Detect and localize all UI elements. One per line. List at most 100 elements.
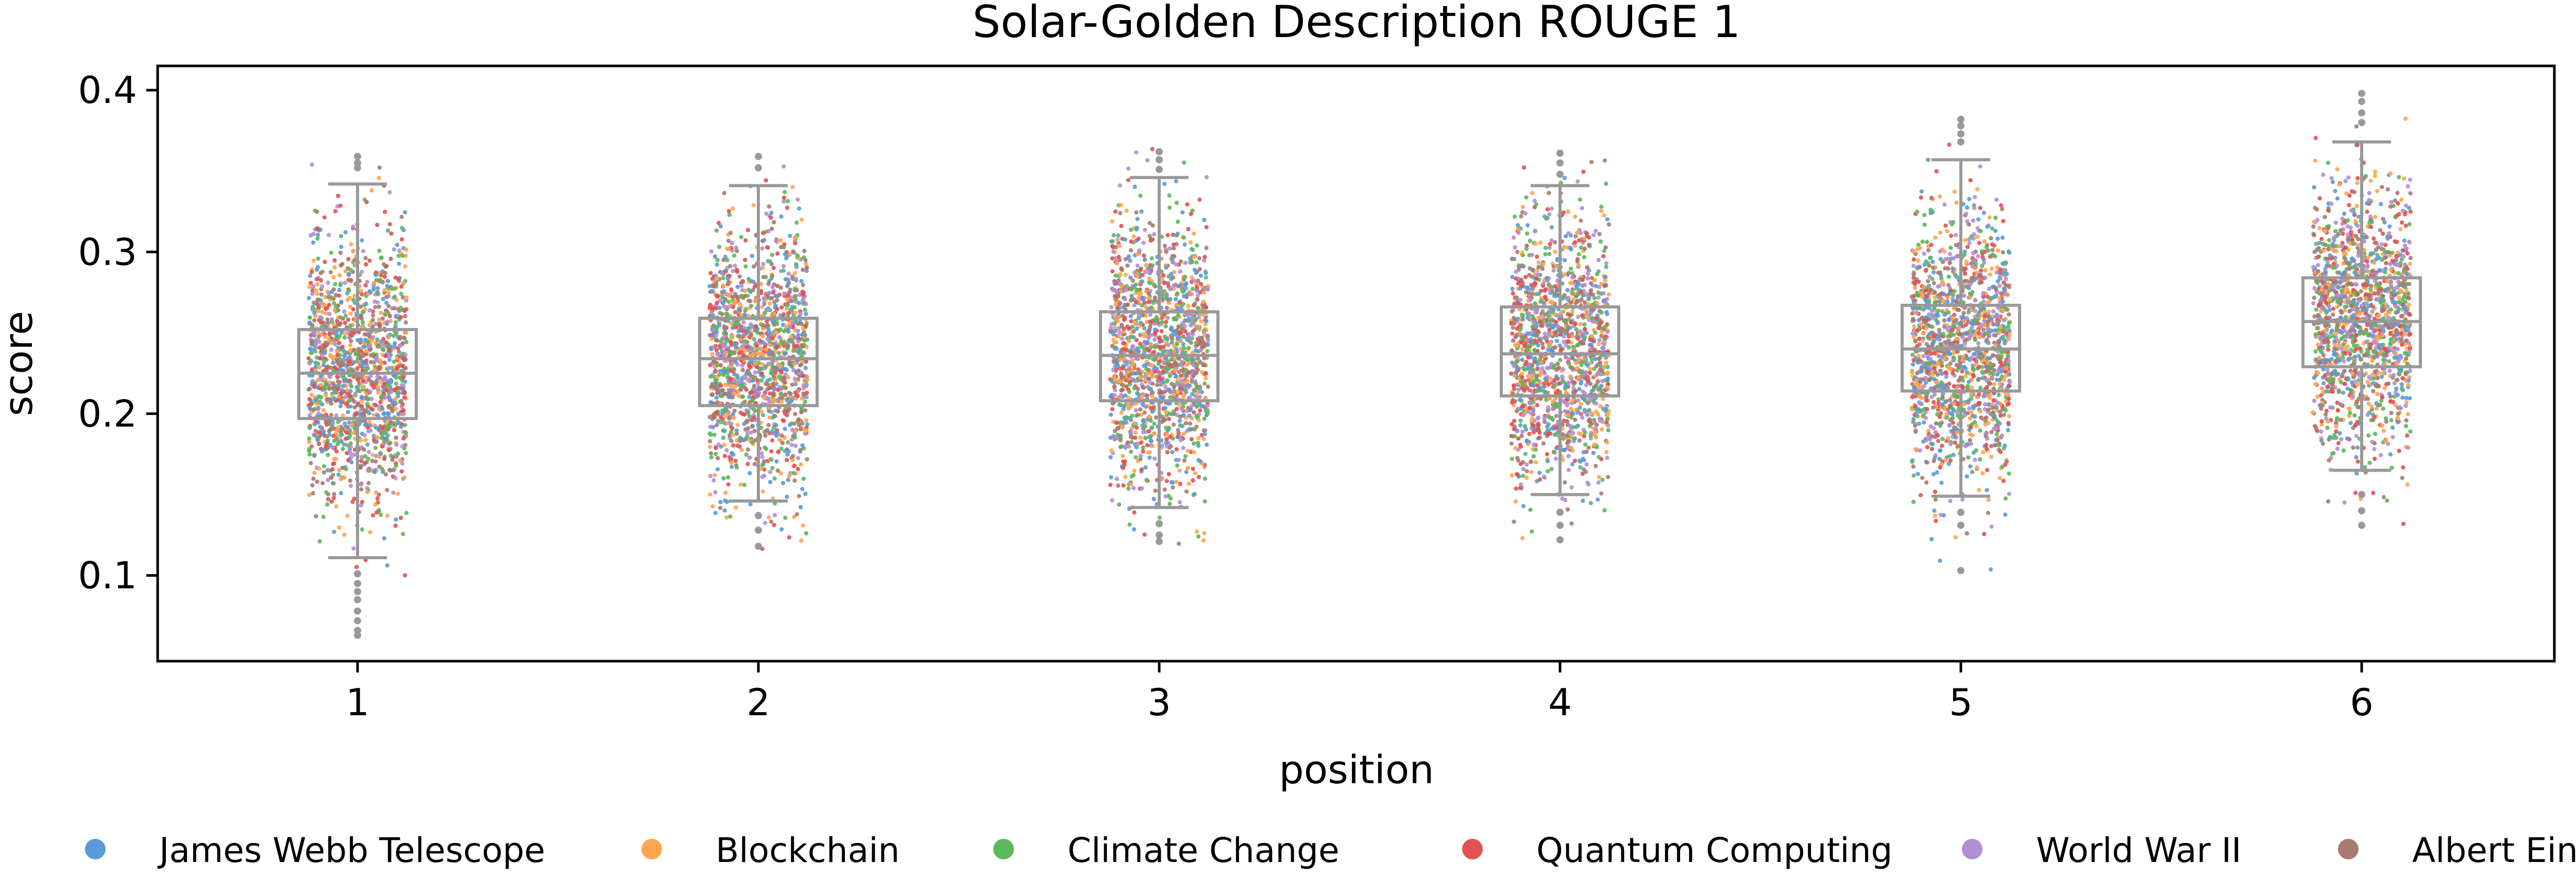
strip-point bbox=[711, 284, 716, 289]
strip-point bbox=[804, 265, 809, 270]
strip-point bbox=[1108, 435, 1113, 440]
strip-point bbox=[779, 305, 784, 310]
strip-point bbox=[1109, 475, 1113, 480]
strip-point bbox=[368, 389, 372, 394]
strip-point bbox=[349, 384, 354, 389]
strip-point bbox=[1587, 424, 1592, 428]
strip-point bbox=[331, 434, 336, 438]
strip-point bbox=[728, 429, 734, 434]
strip-point bbox=[1149, 333, 1154, 337]
strip-point bbox=[739, 437, 744, 441]
strip-point bbox=[397, 308, 402, 313]
strip-point bbox=[330, 340, 334, 346]
strip-point bbox=[387, 441, 392, 446]
strip-point bbox=[1191, 478, 1195, 483]
strip-point bbox=[1194, 529, 1199, 534]
strip-point bbox=[1184, 363, 1189, 367]
strip-point bbox=[383, 354, 388, 358]
strip-point bbox=[1129, 287, 1134, 292]
strip-point bbox=[375, 300, 380, 305]
strip-point bbox=[335, 428, 340, 433]
strip-point bbox=[374, 425, 378, 430]
strip-point bbox=[1130, 358, 1135, 363]
strip-point bbox=[394, 435, 398, 440]
strip-point bbox=[730, 240, 734, 246]
strip-point bbox=[1197, 197, 1202, 202]
strip-point bbox=[1171, 329, 1176, 334]
strip-point bbox=[1147, 234, 1152, 238]
strip-point bbox=[400, 226, 404, 230]
strip-point bbox=[331, 368, 336, 373]
strip-point bbox=[338, 477, 343, 481]
strip-point bbox=[1172, 317, 1176, 322]
strip-point bbox=[779, 446, 784, 451]
strip-point bbox=[721, 283, 726, 288]
strip-point bbox=[794, 220, 799, 225]
strip-point bbox=[369, 396, 374, 401]
strip-point bbox=[1116, 233, 1121, 238]
strip-point bbox=[1202, 531, 1207, 536]
strip-point bbox=[771, 266, 776, 270]
strip-point bbox=[709, 289, 714, 294]
strip-point bbox=[744, 452, 749, 457]
strip-point bbox=[360, 364, 365, 369]
strip-point bbox=[1194, 325, 1199, 330]
strip-point bbox=[730, 394, 735, 399]
strip-point bbox=[317, 467, 321, 471]
strip-point bbox=[360, 310, 365, 315]
strip-point bbox=[1143, 228, 1147, 232]
strip-point bbox=[391, 468, 396, 473]
strip-point bbox=[334, 457, 338, 461]
strip-point bbox=[360, 455, 364, 460]
strip-point bbox=[722, 289, 726, 294]
strip-point bbox=[770, 273, 775, 278]
strip-point bbox=[734, 295, 739, 299]
strip-point bbox=[1121, 459, 1126, 464]
strip-point bbox=[747, 455, 752, 460]
strip-point bbox=[373, 305, 378, 309]
strip-point bbox=[312, 310, 317, 315]
strip-point bbox=[372, 368, 377, 372]
strip-point bbox=[401, 281, 406, 286]
strip-point bbox=[314, 398, 319, 402]
strip-point bbox=[401, 375, 405, 379]
strip-point bbox=[317, 356, 323, 361]
strip-point bbox=[330, 445, 335, 450]
strip-point bbox=[717, 305, 722, 310]
strip-point bbox=[404, 511, 409, 515]
strip-point bbox=[1148, 406, 1154, 411]
strip-point bbox=[1163, 385, 1168, 389]
strip-point bbox=[718, 224, 723, 229]
strip-point bbox=[307, 397, 312, 402]
strip-point bbox=[1197, 267, 1202, 271]
strip-point bbox=[312, 318, 317, 323]
strip-point bbox=[335, 379, 341, 384]
strip-point bbox=[1146, 291, 1151, 296]
strip-point bbox=[1110, 407, 1115, 411]
strip-point bbox=[364, 262, 368, 267]
strip-point bbox=[324, 443, 328, 448]
strip-point bbox=[313, 288, 318, 293]
strip-point bbox=[708, 374, 713, 379]
strip-point bbox=[1111, 249, 1116, 254]
strip-point bbox=[364, 358, 369, 363]
strip-point bbox=[309, 461, 313, 465]
strip-point bbox=[750, 418, 754, 423]
strip-point bbox=[375, 344, 380, 349]
strip-point bbox=[308, 273, 313, 278]
strip-point bbox=[338, 391, 343, 396]
strip-point bbox=[1136, 252, 1140, 256]
strip-point bbox=[789, 299, 794, 304]
strip-point bbox=[792, 361, 797, 366]
strip-point bbox=[791, 454, 795, 458]
strip-point bbox=[329, 250, 334, 255]
strip-point bbox=[372, 469, 377, 473]
strip-point bbox=[315, 210, 319, 214]
strip-point bbox=[348, 451, 353, 456]
strip-point bbox=[1171, 485, 1175, 490]
strip-point bbox=[752, 384, 757, 388]
strip-point bbox=[791, 471, 796, 475]
strip-point bbox=[728, 514, 733, 519]
strip-point bbox=[334, 333, 339, 337]
strip-point bbox=[1196, 305, 1200, 310]
